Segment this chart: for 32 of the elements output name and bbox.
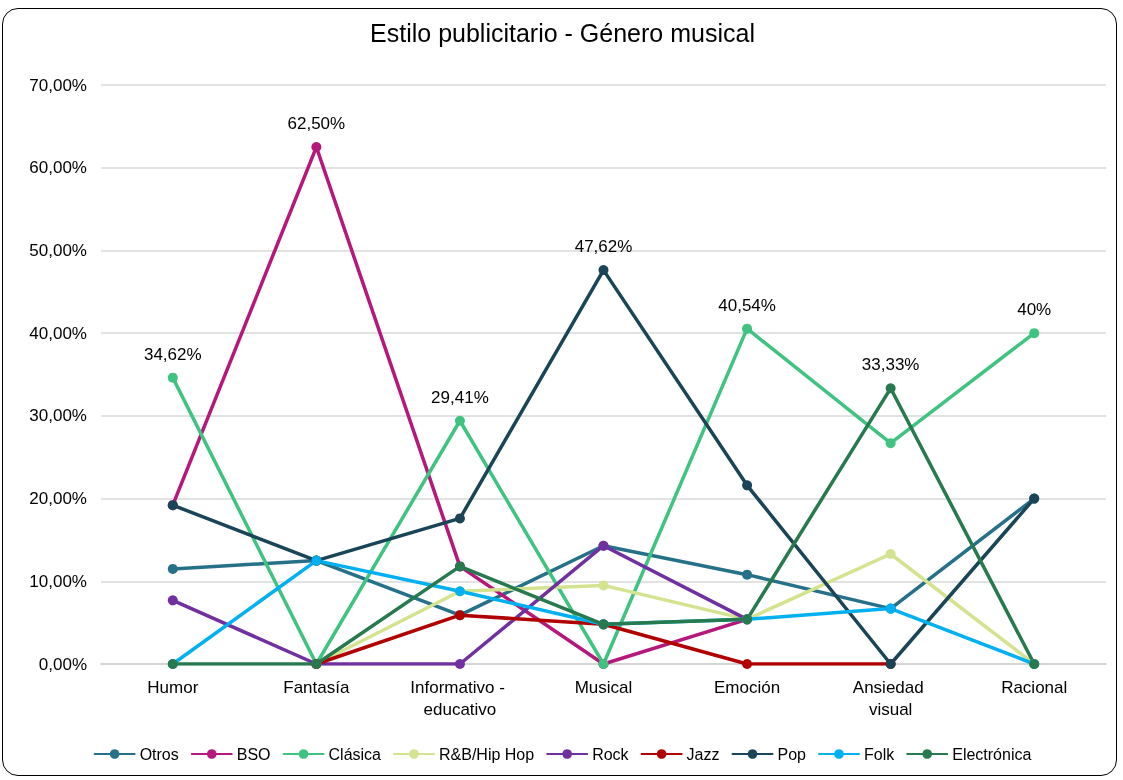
x-tick-label: Racional (1001, 677, 1068, 697)
y-tick-label: 0,00% (38, 654, 87, 674)
x-tick-label: Musical (574, 677, 633, 697)
x-tick-label: Humor (147, 677, 199, 697)
data-label: 29,41% (431, 387, 489, 407)
legend-label: Otros (139, 745, 179, 763)
y-tick-label: 40,00% (29, 323, 87, 343)
x-tick-label: Ansiedad visual (852, 677, 929, 719)
legend-label: Clásica (328, 745, 382, 763)
chart-title: Estilo publicitario - Género musical (370, 18, 755, 47)
data-label: 33,33% (861, 355, 920, 375)
data-label: 47,62% (574, 237, 633, 257)
y-tick-label: 10,00% (29, 571, 87, 591)
x-tick-label: Emoción (714, 677, 781, 697)
y-tick-label: 20,00% (29, 489, 87, 509)
legend-label: Jazz (686, 745, 720, 763)
x-tick-label: Informativo - educativo (410, 677, 510, 719)
y-tick-label: 30,00% (29, 406, 87, 426)
legend-label: Folk (863, 745, 896, 763)
y-tick-label: 60,00% (29, 158, 87, 178)
legend-label: Rock (592, 745, 630, 763)
legend-label: Electrónica (952, 745, 1032, 763)
legend-label: Pop (777, 745, 807, 763)
y-tick-label: 50,00% (29, 240, 87, 260)
y-tick-label: 70,00% (29, 75, 87, 95)
data-label: 34,62% (143, 344, 202, 364)
data-label: 62,50% (287, 114, 346, 134)
data-label: 40,54% (718, 295, 776, 315)
x-tick-label: Fantasía (283, 677, 350, 697)
legend-label: R&B/Hip Hop (439, 745, 535, 763)
data-label: 40% (1017, 300, 1052, 320)
legend-label: BSO (236, 745, 271, 763)
